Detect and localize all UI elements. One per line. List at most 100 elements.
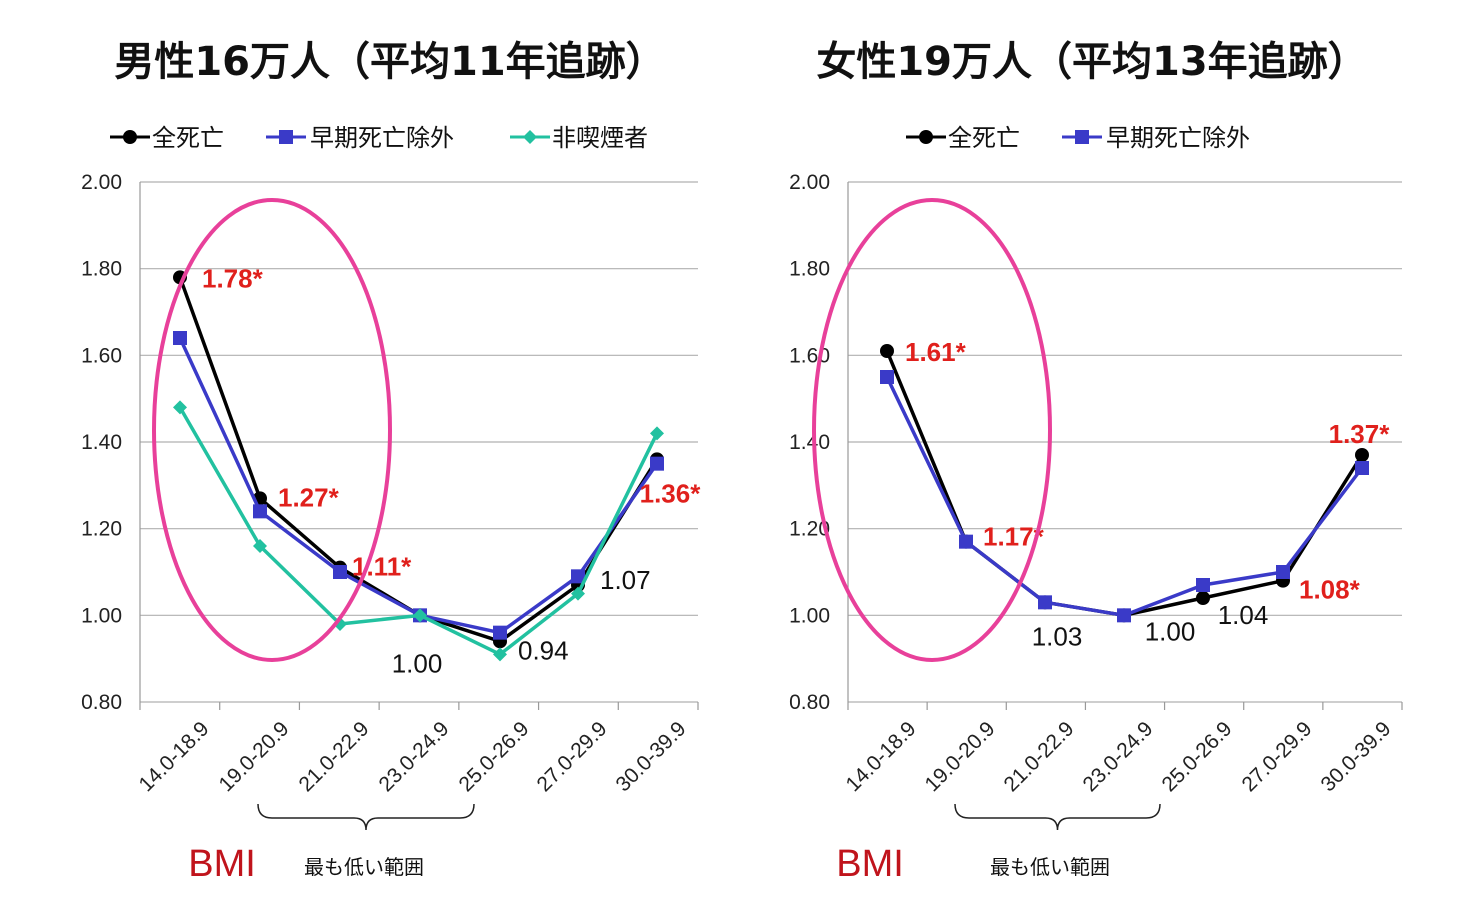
x-axis: 14.0-18.9 19.0-20.9 21.0-22.9 23.0-24.9 25.0… <box>842 702 1403 796</box>
series-all <box>173 270 664 649</box>
legend-item-early: 早期死亡除外 <box>266 124 454 152</box>
y-tick-label: 1.00 <box>81 604 122 627</box>
x-tick-label: 30.0-39.9 <box>1317 717 1396 796</box>
data-point-early <box>173 331 187 345</box>
x-axis: 14.0-18.9 19.0-20.9 21.0-22.9 23.0-24.9 25.0… <box>135 702 699 796</box>
y-tick-label: 1.40 <box>789 431 830 454</box>
legend-label: 早期死亡除外 <box>310 124 454 152</box>
legend-label: 全死亡 <box>948 124 1020 152</box>
x-tick-label: 30.0-39.9 <box>612 717 691 796</box>
data-label: 1.27* <box>278 482 340 512</box>
data-point-early <box>333 565 347 579</box>
data-point-early <box>959 534 973 549</box>
x-tick-label: 21.0-22.9 <box>1000 717 1079 796</box>
data-label: 1.03 <box>1032 621 1083 651</box>
data-point-all <box>1196 591 1210 605</box>
data-labels: 1.78*1.27*1.11*1.00 0.941.071.36* <box>202 263 701 678</box>
x-tick-label: 23.0-24.9 <box>1079 717 1158 796</box>
highlight-ellipse <box>152 198 392 662</box>
data-point-nonsmoker <box>571 586 585 601</box>
x-tick-label: 25.0-26.9 <box>1158 717 1237 796</box>
legend-marker-square <box>1075 130 1089 144</box>
chart-panel-male: 男性16万人（平均11年追跡） 全死亡 早期死亡除外 非喫煙者 2.00 1.80 1.60… <box>81 39 701 885</box>
legend-item-early: 早期死亡除外 <box>1062 124 1250 152</box>
data-label: 1.00 <box>392 648 443 678</box>
data-point-nonsmoker <box>253 539 267 553</box>
legend-item-all: 全死亡 <box>906 124 1020 152</box>
legend-marker-circle <box>919 130 933 144</box>
x-axis-label: BMI <box>836 843 904 885</box>
legend-marker-diamond <box>523 130 537 144</box>
y-tick-label: 0.80 <box>789 691 830 714</box>
data-point-early <box>1355 461 1369 475</box>
y-tick-label: 2.00 <box>789 171 830 194</box>
data-label: 0.94 <box>518 635 569 665</box>
data-point-all <box>1355 448 1369 462</box>
data-label: 1.36* <box>640 478 702 508</box>
data-point-early <box>253 504 267 519</box>
data-point-early <box>1117 608 1131 623</box>
range-label: 最も低い範囲 <box>304 855 424 879</box>
series-early <box>880 370 1369 623</box>
data-point-early <box>1038 595 1052 610</box>
x-tick-label: 19.0-20.9 <box>921 717 1000 796</box>
data-label: 1.78* <box>202 263 264 293</box>
legend-label: 非喫煙者 <box>552 124 648 152</box>
x-tick-label: 27.0-29.9 <box>533 717 612 796</box>
data-point-all <box>880 344 894 358</box>
y-tick-label: 2.00 <box>81 171 122 194</box>
range-label: 最も低い範囲 <box>990 855 1110 879</box>
y-tick-label: 1.80 <box>789 258 830 281</box>
y-tick-label: 1.60 <box>81 344 122 367</box>
legend-label: 早期死亡除外 <box>1106 124 1250 152</box>
data-label: 1.00 <box>1145 616 1196 646</box>
x-tick-label: 14.0-18.9 <box>135 717 214 796</box>
data-point-early <box>571 569 585 584</box>
highlight-ellipse <box>812 198 1052 662</box>
x-axis-label: BMI <box>188 843 256 885</box>
legend-label: 全死亡 <box>152 124 224 152</box>
x-tick-label: 27.0-29.9 <box>1238 717 1317 796</box>
data-point-early <box>650 456 664 471</box>
series-line-early <box>885 376 1364 618</box>
range-brace <box>954 803 1161 831</box>
chart-panel-female: 女性19万人（平均13年追跡） 全死亡 早期死亡除外 2.00 1.80 1.60 1.40… <box>789 39 1403 885</box>
x-tick-label: 14.0-18.9 <box>842 717 921 796</box>
data-labels: 1.61*1.17*1.03 1.001.041.08*1.37* <box>905 337 1390 651</box>
data-point-early <box>1276 565 1290 579</box>
data-label: 1.08* <box>1299 575 1361 605</box>
y-tick-label: 0.80 <box>81 691 122 714</box>
x-tick-label: 25.0-26.9 <box>455 717 534 796</box>
legend-marker-circle <box>123 130 137 144</box>
x-tick-label: 23.0-24.9 <box>375 717 454 796</box>
data-label: 1.61* <box>905 337 967 367</box>
data-point-early <box>1196 578 1210 592</box>
chart-title: 男性16万人（平均11年追跡） <box>114 39 665 85</box>
y-tick-label: 1.20 <box>81 518 122 541</box>
data-point-nonsmoker <box>493 647 507 662</box>
data-label: 1.07 <box>600 565 651 595</box>
data-point-nonsmoker <box>173 400 187 415</box>
data-label: 1.04 <box>1218 600 1269 630</box>
data-point-early <box>880 370 894 384</box>
y-tick-label: 1.00 <box>789 604 830 627</box>
data-point-nonsmoker <box>650 426 664 441</box>
x-tick-label: 21.0-22.9 <box>295 717 374 796</box>
y-tick-label: 1.40 <box>81 431 122 454</box>
series-early <box>173 331 664 640</box>
data-point-nonsmoker <box>413 608 427 623</box>
y-axis: 2.00 1.80 1.60 1.40 1.20 1.00 0.80 <box>789 171 1402 714</box>
y-axis: 2.00 1.80 1.60 1.40 1.20 1.00 0.80 <box>81 171 698 714</box>
data-point-early <box>493 625 507 640</box>
y-tick-label: 1.80 <box>81 258 122 281</box>
series-line-early <box>178 337 659 635</box>
legend-marker-square <box>279 130 293 144</box>
series-line-all <box>178 276 659 644</box>
chart-title: 女性19万人（平均13年追跡） <box>816 39 1367 85</box>
legend-item-all: 全死亡 <box>110 124 224 152</box>
series-line-all <box>885 350 1364 618</box>
series-all <box>880 344 1369 623</box>
x-tick-label: 19.0-20.9 <box>215 717 294 796</box>
y-tick-label: 1.20 <box>789 518 830 541</box>
